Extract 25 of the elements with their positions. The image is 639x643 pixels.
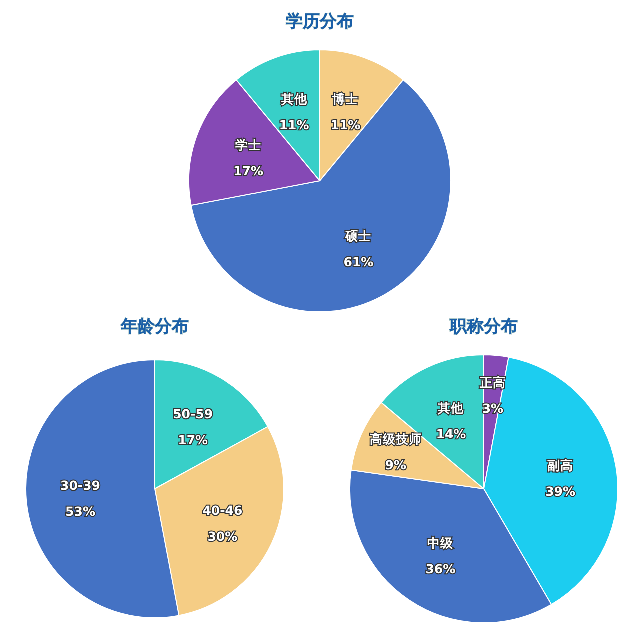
- chart-title: 学历分布: [286, 12, 354, 32]
- data-label: 17%: [234, 163, 264, 178]
- slice-label: 博士: [332, 92, 359, 107]
- chart-title: 职称分布: [449, 317, 518, 337]
- data-label: 14%: [436, 426, 467, 442]
- data-label: 53%: [66, 504, 96, 520]
- slice-label: 30-39: [60, 478, 101, 494]
- slice-label: 50-59: [173, 406, 214, 422]
- data-label: 11%: [330, 118, 362, 133]
- data-label: 61%: [344, 254, 374, 270]
- data-label: 39%: [546, 484, 576, 499]
- slice-label: 其他: [437, 400, 466, 416]
- slice-label: 40-46: [202, 502, 243, 518]
- slice-label: 学士: [236, 137, 262, 152]
- slice-label: 中级: [428, 536, 455, 551]
- data-label: 30%: [208, 528, 238, 544]
- data-label: 9%: [385, 458, 407, 473]
- slice-label: 硕士: [344, 228, 372, 244]
- slice-label: 副高: [548, 458, 574, 473]
- chart-title: 年龄分布: [120, 317, 189, 337]
- data-label: 11%: [279, 118, 310, 133]
- data-label: 36%: [426, 562, 456, 577]
- slice-label: 高级技师: [370, 432, 422, 447]
- slice-label: 其他: [280, 92, 308, 107]
- data-label: 17%: [178, 432, 209, 448]
